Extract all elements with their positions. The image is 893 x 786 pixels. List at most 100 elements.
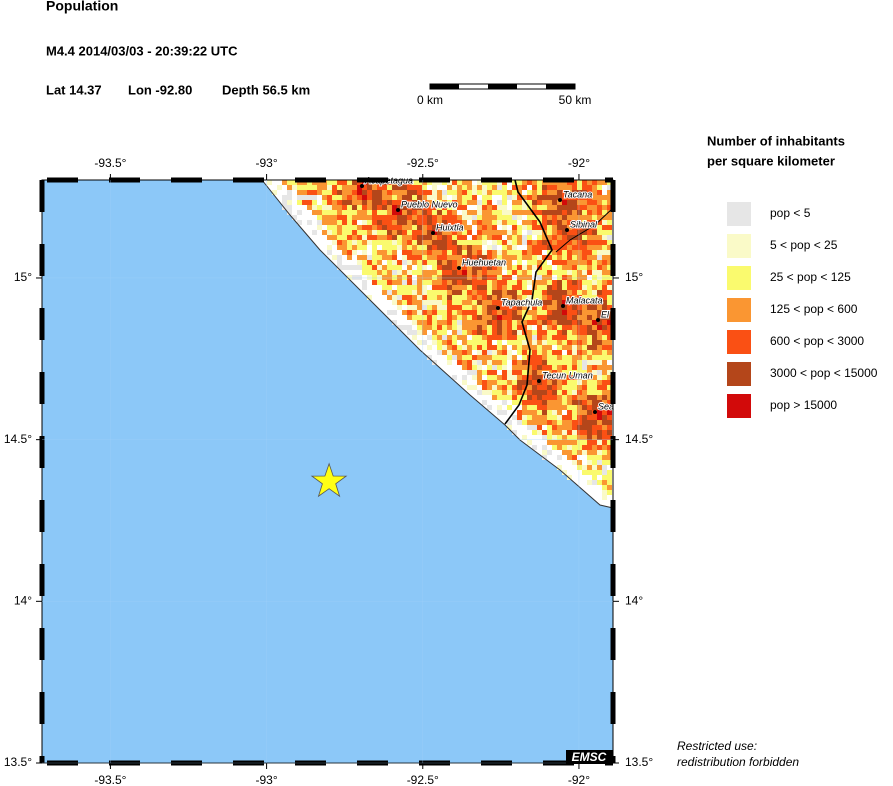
population-cell <box>567 350 572 355</box>
population-cell <box>422 205 427 210</box>
population-cell <box>547 350 552 355</box>
population-cell <box>372 215 377 220</box>
population-cell <box>377 250 382 255</box>
population-cell <box>462 365 467 370</box>
population-cell <box>512 225 517 230</box>
population-cell <box>597 360 602 365</box>
population-cell <box>527 225 532 230</box>
population-cell <box>592 480 597 485</box>
population-cell <box>552 335 557 340</box>
population-cell <box>522 210 527 215</box>
population-cell <box>387 215 392 220</box>
population-cell <box>587 310 592 315</box>
population-cell <box>592 280 597 285</box>
population-cell <box>472 250 477 255</box>
population-cell <box>592 230 597 235</box>
population-cell <box>437 235 442 240</box>
population-cell <box>507 350 512 355</box>
population-cell <box>527 290 532 295</box>
population-cell <box>552 235 557 240</box>
population-cell <box>382 225 387 230</box>
population-cell <box>577 195 582 200</box>
population-cell <box>387 210 392 215</box>
population-cell <box>417 190 422 195</box>
population-cell <box>437 245 442 250</box>
population-cell <box>457 295 462 300</box>
population-cell <box>407 315 412 320</box>
population-cell <box>432 250 437 255</box>
population-cell <box>567 300 572 305</box>
population-cell <box>422 185 427 190</box>
population-cell <box>527 295 532 300</box>
population-cell <box>377 200 382 205</box>
population-cell <box>572 375 577 380</box>
population-cell <box>512 270 517 275</box>
population-cell <box>457 300 462 305</box>
legend-label: pop < 5 <box>770 206 811 220</box>
population-cell <box>327 245 332 250</box>
population-cell <box>552 380 557 385</box>
population-cell <box>512 380 517 385</box>
population-cell <box>422 285 427 290</box>
population-cell <box>572 350 577 355</box>
population-cell <box>447 350 452 355</box>
population-cell <box>497 185 502 190</box>
population-cell <box>462 185 467 190</box>
population-cell <box>507 235 512 240</box>
population-cell <box>592 425 597 430</box>
population-cell <box>417 265 422 270</box>
population-cell <box>362 190 367 195</box>
population-cell <box>542 410 547 415</box>
population-cell <box>502 285 507 290</box>
population-cell <box>512 310 517 315</box>
population-cell <box>362 260 367 265</box>
population-cell <box>567 275 572 280</box>
population-cell <box>597 205 602 210</box>
population-cell <box>482 300 487 305</box>
population-cell <box>447 185 452 190</box>
population-cell <box>422 255 427 260</box>
population-cell <box>537 425 542 430</box>
population-cell <box>587 465 592 470</box>
population-cell <box>462 220 467 225</box>
population-cell <box>587 305 592 310</box>
population-cell <box>562 330 567 335</box>
population-cell <box>397 195 402 200</box>
population-cell <box>382 290 387 295</box>
population-cell <box>607 210 612 215</box>
population-cell <box>607 320 612 325</box>
population-cell <box>542 220 547 225</box>
population-cell <box>542 395 547 400</box>
population-cell <box>492 250 497 255</box>
population-cell <box>427 260 432 265</box>
population-cell <box>502 410 507 415</box>
population-cell <box>602 210 607 215</box>
population-cell <box>422 260 427 265</box>
population-cell <box>522 185 527 190</box>
population-cell <box>607 405 612 410</box>
population-cell <box>457 305 462 310</box>
population-cell <box>452 345 457 350</box>
y-tick-label: 13.5° <box>625 755 653 769</box>
population-cell <box>562 220 567 225</box>
population-cell <box>542 265 547 270</box>
population-cell <box>342 250 347 255</box>
population-cell <box>487 320 492 325</box>
population-cell <box>387 275 392 280</box>
population-cell <box>517 365 522 370</box>
population-cell <box>382 210 387 215</box>
population-cell <box>447 260 452 265</box>
population-cell <box>602 380 607 385</box>
population-cell <box>392 215 397 220</box>
population-cell <box>502 185 507 190</box>
population-cell <box>557 190 562 195</box>
population-cell <box>482 350 487 355</box>
population-cell <box>597 335 602 340</box>
population-cell <box>572 460 577 465</box>
population-cell <box>347 275 352 280</box>
population-cell <box>437 310 442 315</box>
population-cell <box>287 205 292 210</box>
population-cell <box>512 230 517 235</box>
population-cell <box>472 200 477 205</box>
population-cell <box>522 300 527 305</box>
